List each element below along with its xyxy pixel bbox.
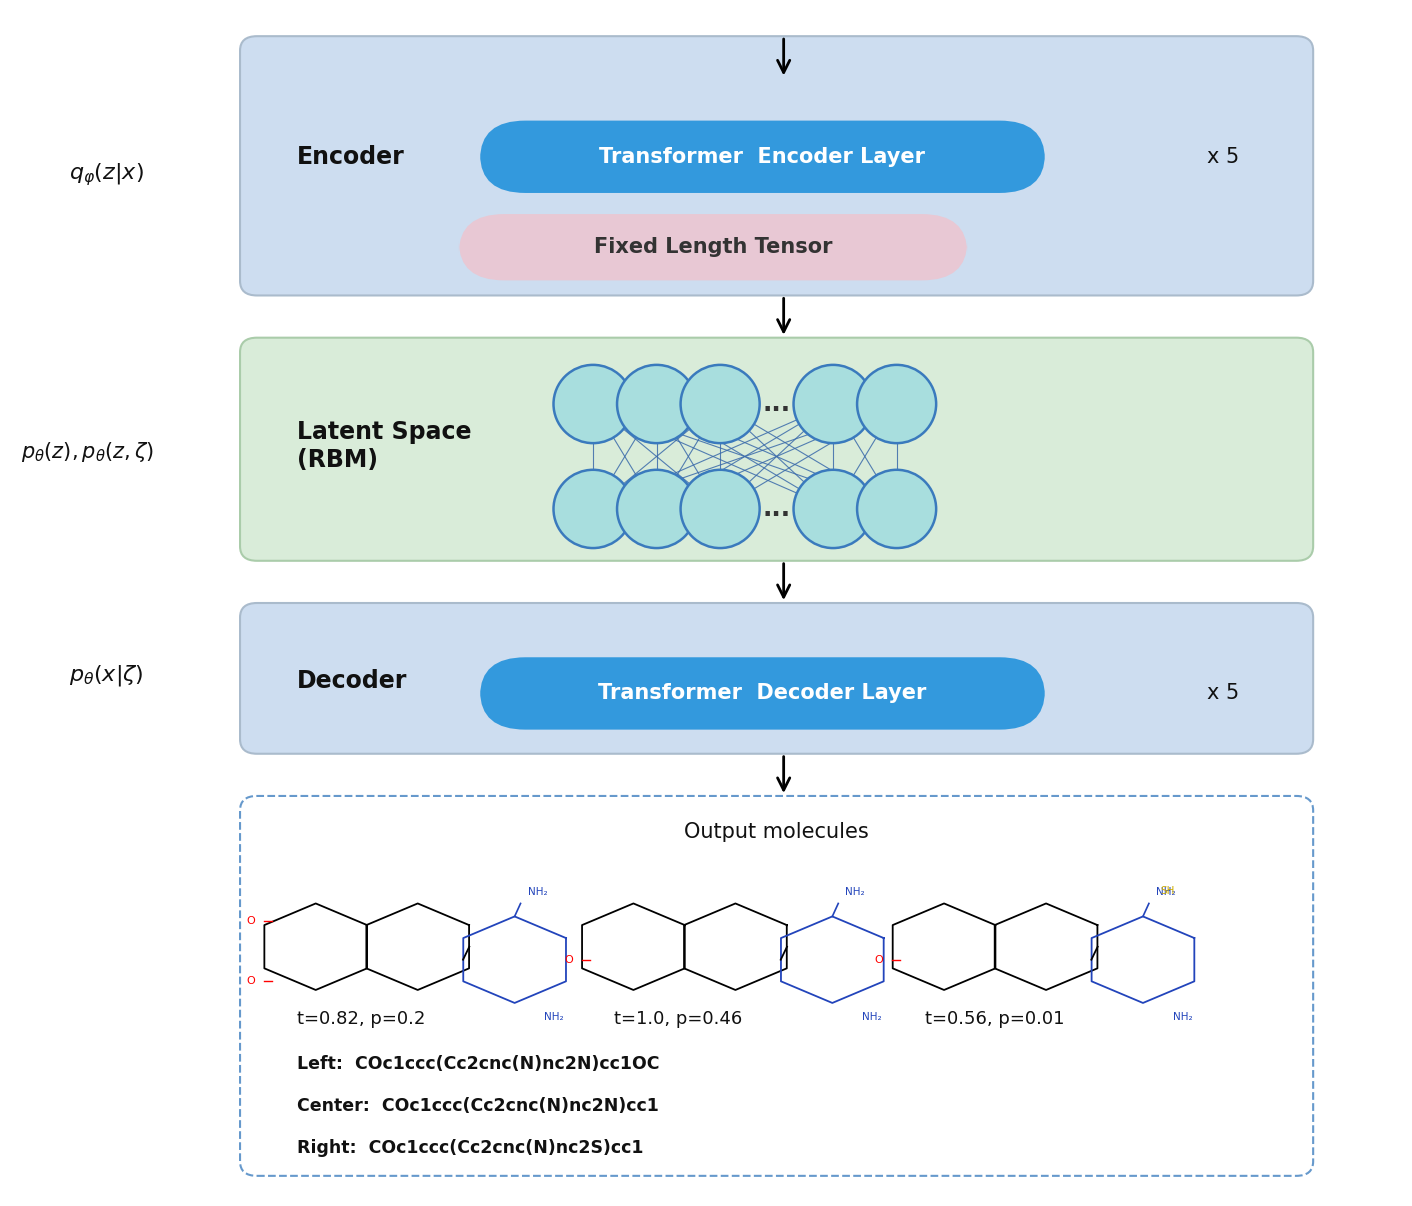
Text: Fixed Length Tensor: Fixed Length Tensor	[594, 238, 832, 257]
Ellipse shape	[617, 470, 696, 548]
Ellipse shape	[617, 365, 696, 443]
Text: Right:  COc1ccc(Cc2cnc(N)nc2S)cc1: Right: COc1ccc(Cc2cnc(N)nc2S)cc1	[297, 1140, 642, 1157]
Ellipse shape	[794, 470, 873, 548]
Text: Transformer  Encoder Layer: Transformer Encoder Layer	[600, 147, 925, 166]
FancyBboxPatch shape	[480, 657, 1045, 730]
Text: $q_{\varphi}(z|x)$: $q_{\varphi}(z|x)$	[69, 162, 143, 188]
Text: t=0.82, p=0.2: t=0.82, p=0.2	[297, 1011, 425, 1028]
Text: t=0.56, p=0.01: t=0.56, p=0.01	[925, 1011, 1065, 1028]
Text: Decoder: Decoder	[297, 669, 407, 693]
Text: Encoder: Encoder	[297, 145, 404, 169]
Text: x 5: x 5	[1207, 147, 1240, 166]
Ellipse shape	[681, 470, 760, 548]
FancyBboxPatch shape	[480, 121, 1045, 193]
Text: x 5: x 5	[1207, 684, 1240, 703]
Ellipse shape	[857, 365, 936, 443]
Text: $p_{\theta}(x|\zeta)$: $p_{\theta}(x|\zeta)$	[69, 663, 143, 687]
Text: SH: SH	[1161, 885, 1175, 896]
Text: NH₂: NH₂	[861, 1012, 881, 1021]
Ellipse shape	[681, 365, 760, 443]
Text: $p_{\theta}(z), p_{\theta}(z, \zeta)$: $p_{\theta}(z), p_{\theta}(z, \zeta)$	[21, 440, 154, 464]
FancyBboxPatch shape	[240, 338, 1313, 561]
Text: O: O	[246, 915, 256, 926]
Text: Center:  COc1ccc(Cc2cnc(N)nc2N)cc1: Center: COc1ccc(Cc2cnc(N)nc2N)cc1	[297, 1097, 658, 1114]
FancyBboxPatch shape	[459, 213, 967, 280]
Text: Latent Space
(RBM): Latent Space (RBM)	[297, 421, 472, 472]
Text: NH₂: NH₂	[544, 1012, 563, 1021]
Text: NH₂: NH₂	[1172, 1012, 1192, 1021]
Ellipse shape	[857, 470, 936, 548]
FancyBboxPatch shape	[240, 603, 1313, 754]
Text: Left:  COc1ccc(Cc2cnc(N)nc2N)cc1OC: Left: COc1ccc(Cc2cnc(N)nc2N)cc1OC	[297, 1055, 659, 1072]
Text: O: O	[563, 955, 573, 965]
Ellipse shape	[794, 365, 873, 443]
Text: t=1.0, p=0.46: t=1.0, p=0.46	[614, 1011, 743, 1028]
Text: ...: ...	[762, 497, 791, 521]
Text: O: O	[246, 977, 256, 987]
Ellipse shape	[554, 470, 633, 548]
Text: Output molecules: Output molecules	[685, 822, 868, 842]
FancyBboxPatch shape	[240, 796, 1313, 1176]
FancyBboxPatch shape	[240, 36, 1313, 295]
Text: NH₂: NH₂	[846, 888, 866, 897]
Ellipse shape	[554, 365, 633, 443]
Text: Transformer  Decoder Layer: Transformer Decoder Layer	[599, 684, 926, 703]
Text: NH₂: NH₂	[1156, 888, 1176, 897]
Text: ...: ...	[762, 392, 791, 416]
Text: NH₂: NH₂	[528, 888, 548, 897]
Text: O: O	[874, 955, 884, 965]
